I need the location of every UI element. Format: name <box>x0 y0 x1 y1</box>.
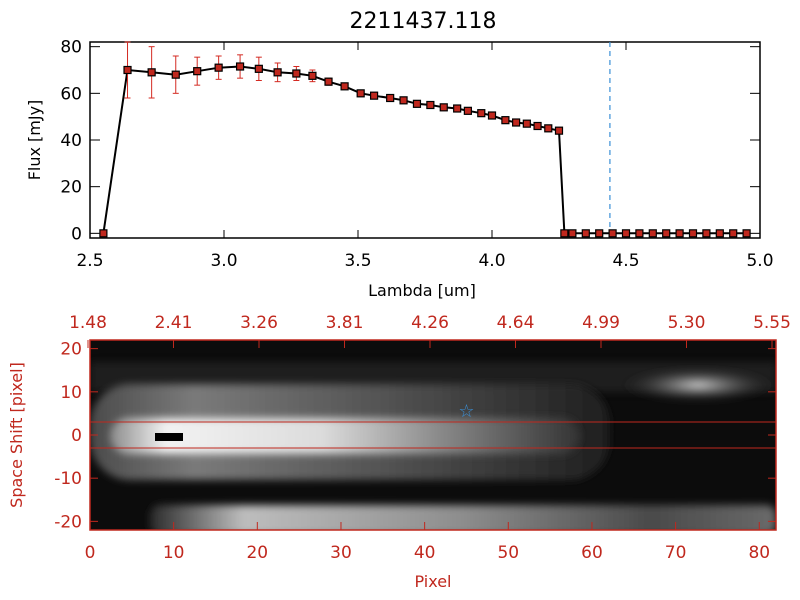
star-icon: ☆ <box>458 401 474 422</box>
spectrum-y-tick-label: 80 <box>60 38 82 58</box>
spectrum-x-tick-label: 3.5 <box>344 251 371 271</box>
secondary-source-blob <box>620 368 776 402</box>
spectrum-data-point <box>292 69 301 78</box>
spectrum-data-point <box>399 96 408 105</box>
image-x-tick-label: 50 <box>497 543 519 563</box>
image-x-tick-label: 10 <box>163 543 185 563</box>
image-x-tick-label: 0 <box>85 543 96 563</box>
spectrum-data-point <box>477 109 486 118</box>
spectrum-data-point <box>235 62 245 71</box>
spectrum-data-point <box>742 229 751 238</box>
image-top-tick-label: 4.99 <box>582 313 620 333</box>
spectrum-x-tick-label: 4.0 <box>478 251 505 271</box>
spectrum-data-point <box>324 77 333 86</box>
image-y-tick-label: 0 <box>71 426 82 446</box>
image-x-tick-label: 80 <box>748 543 770 563</box>
image-top-tick-label: 5.55 <box>753 313 791 333</box>
image-panel: ☆ 0 10 20 30 40 50 60 70 80 -20 -10 0 10 20 1.48 2.41 3.… <box>7 313 791 591</box>
spectrum-data-point <box>702 229 711 238</box>
spectrum-data-point <box>729 229 738 238</box>
lower-edge-band <box>150 505 776 530</box>
spectrum-y-tick-label: 40 <box>60 131 82 151</box>
spectrum-y-tick-label: 60 <box>60 84 82 104</box>
spectrum-x-tick-label: 2.5 <box>76 251 103 271</box>
image-x-tick-label: 70 <box>665 543 687 563</box>
spectrum-data-point <box>254 64 263 73</box>
spectrum-data-point <box>439 103 448 112</box>
image-x-tick-label: 40 <box>414 543 436 563</box>
image-y-tick-label: 20 <box>60 340 82 360</box>
spectrum-data-point <box>99 229 108 238</box>
image-top-tick-label: 3.26 <box>240 313 278 333</box>
spectrum-plot-frame <box>89 41 761 239</box>
spectrum-y-tick-label: 20 <box>60 178 82 198</box>
spectrum-data-point <box>356 89 365 98</box>
spectrum-data-point <box>214 63 223 72</box>
spectrum-data-point <box>662 229 671 238</box>
spectrum-data-point <box>273 68 282 77</box>
image-y-tick-label: -10 <box>54 469 82 489</box>
spectrum-data-point <box>522 119 531 128</box>
spectrum-data-point <box>453 104 462 113</box>
spectrum-data-point <box>715 229 724 238</box>
spectrum-x-tick-label: 3.0 <box>210 251 237 271</box>
spectrum-x-tick-label: 4.5 <box>612 251 639 271</box>
image-top-tick-label: 4.64 <box>497 313 535 333</box>
spectrum-data-point <box>386 93 395 103</box>
spectral-image <box>90 340 776 530</box>
image-x-tick-label: 20 <box>246 543 268 563</box>
spectrum-data-point <box>595 229 604 238</box>
spectrum-points <box>99 62 751 238</box>
image-top-tick-label: 4.26 <box>411 313 449 333</box>
image-x-axis-label: Pixel <box>414 572 451 591</box>
spectrum-data-point <box>554 126 564 135</box>
spectrum-data-point <box>308 71 317 80</box>
spectrum-data-point <box>568 229 577 238</box>
spectrum-x-axis-label: Lambda [um] <box>368 281 476 300</box>
spectrum-data-point <box>675 229 684 238</box>
spectrum-data-point <box>487 111 497 120</box>
image-top-tick-label: 5.30 <box>668 313 706 333</box>
spectrum-data-point <box>608 229 617 238</box>
image-top-tick-label: 3.81 <box>326 313 364 333</box>
image-x-tick-label: 30 <box>330 543 352 563</box>
spectrum-data-point <box>426 100 435 110</box>
spectrum-data-point <box>171 70 180 79</box>
spectrum-data-point <box>544 124 553 133</box>
spectrum-data-point <box>147 68 156 77</box>
spectrum-data-point <box>501 116 510 125</box>
spectrum-data-point <box>512 118 521 127</box>
spectrum-data-point <box>621 229 631 238</box>
spectrum-data-point <box>533 121 542 131</box>
spectrum-data-point <box>648 229 657 238</box>
image-y-tick-label: -20 <box>54 512 82 532</box>
image-x-tick-label: 60 <box>581 543 603 563</box>
image-top-tick-label: 1.48 <box>69 313 107 333</box>
trace-core <box>110 418 580 454</box>
spectrum-data-point <box>560 229 569 238</box>
spectrum-ticks: 2.5 3.0 3.5 4.0 4.5 5.0 0 20 40 60 80 <box>60 38 773 271</box>
image-y-axis-label: Space Shift [pixel] <box>7 362 26 508</box>
spectrum-data-point <box>123 65 132 75</box>
spectrum-data-point <box>340 82 349 91</box>
spectrum-data-point <box>463 106 472 115</box>
spectrum-y-tick-label: 0 <box>71 224 82 244</box>
spectrum-x-tick-label: 5.0 <box>746 251 773 271</box>
chart-title: 2211437.118 <box>350 9 497 34</box>
spectrum-data-point <box>581 229 590 238</box>
image-top-tick-label: 2.41 <box>155 313 193 333</box>
spectrum-data-point <box>369 91 379 100</box>
spectrum-data-point <box>635 229 644 238</box>
image-ticks: 0 10 20 30 40 50 60 70 80 -20 -10 0 10 20 1.48 2.41 3.26… <box>54 313 791 563</box>
spectrum-data-point <box>193 67 202 76</box>
spectrum-data-point <box>412 99 422 108</box>
spectrum-data-point <box>688 229 698 238</box>
dead-pixel-patch <box>155 433 183 441</box>
spectrum-y-axis-label: Flux [mJy] <box>25 100 44 181</box>
image-y-tick-label: 10 <box>60 383 82 403</box>
